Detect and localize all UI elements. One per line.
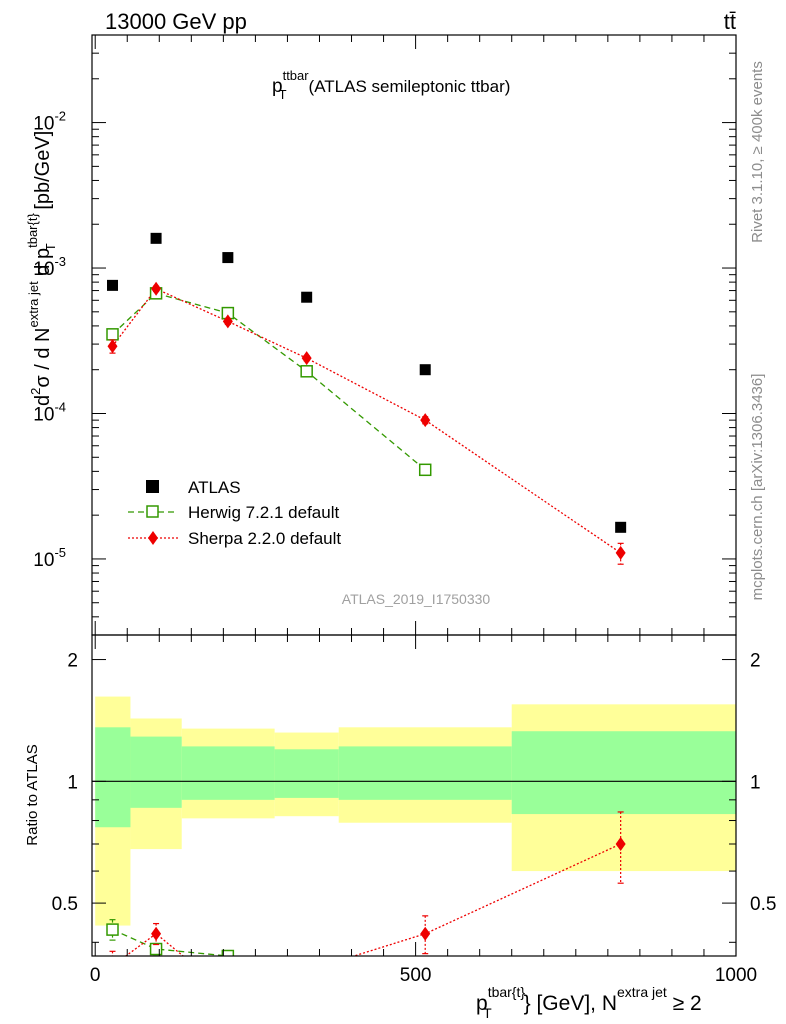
uncertainty-band-inner (274, 749, 339, 798)
ratio-herwig-point (149, 942, 163, 956)
ratio-y-tick-label-left: 2 (67, 651, 78, 672)
ratio-clipped-layer (92, 696, 736, 1000)
atlas-point (615, 521, 627, 533)
ratio-y-tick-label-left: 0.5 (52, 894, 78, 915)
title-sup: ttbar (283, 68, 310, 83)
legend-atlas-label: ATLAS (188, 478, 241, 497)
ratio-herwig-point (106, 923, 119, 936)
x-axis-label: ptbar{t} T } [GeV], Nextra jet ≥ 2 (476, 984, 702, 1021)
sherpa-point (151, 281, 162, 296)
xlabel-a-sup: tbar{t} (488, 984, 526, 1000)
uncertainty-band-inner (181, 746, 275, 800)
x-tick-label: 500 (400, 965, 432, 986)
xlabel-c: ≥ 2 (667, 992, 702, 1015)
ylabel-b-sup: extra jet (26, 281, 41, 328)
title-sub: T (279, 87, 287, 102)
herwig-point (300, 365, 313, 378)
atlas-point (301, 291, 313, 303)
ratio-sherpa-line (124, 843, 621, 956)
ratio-y-label: Ratio to ATLAS (24, 744, 41, 845)
ylabel-c-sub: T (43, 243, 58, 251)
rivet-label: Rivet 3.1.10, ≥ 400k events (749, 61, 766, 243)
ratio-y-ticks: 0.5 0.5 1 1 2 2 (52, 651, 776, 943)
ylabel-b: σ / d N (32, 328, 54, 388)
ratio-y-tick-label-right: 2 (750, 651, 761, 672)
legend: ATLAS Herwig 7.2.1 default Sherpa 2.2.0 … (128, 478, 341, 548)
ratio-y-tick-label-left: 1 (67, 772, 78, 793)
xlabel-a: p (476, 992, 488, 1015)
ratio-panel: 0.5 0.5 1 1 2 2 0 500 1000 Ratio to ATLAS ptbar… (24, 634, 776, 1021)
sherpa-point (420, 413, 431, 428)
x-tick-label: 0 (90, 965, 101, 986)
atlas-point (419, 364, 431, 376)
ratio-x-ticks: 0 500 1000 (90, 635, 757, 986)
uncertainty-band-inner (511, 731, 736, 815)
ratio-y-tick-label-right: 0.5 (750, 894, 776, 915)
legend-sherpa-label: Sherpa 2.2.0 default (188, 529, 341, 548)
ylabel-c-sup: tbar{t} (25, 213, 40, 248)
mcplots-label: mcplots.cern.ch [arXiv:1306.3436] (749, 374, 766, 601)
ylabel-d: [pb/GeV] (32, 131, 54, 216)
xlabel-b-sup: extra jet (617, 984, 667, 1000)
ratio-herwig-line (112, 929, 230, 956)
herwig-point (418, 463, 432, 477)
ratio-herwig-point (221, 949, 235, 956)
sherpa-point (222, 314, 233, 329)
legend-herwig-marker (146, 505, 159, 518)
main-data-layer (106, 232, 627, 565)
uncertainty-band-inner (338, 746, 512, 800)
main-y-tick-label: 10-2 (33, 109, 66, 135)
ratio-sherpa-point (151, 926, 162, 941)
header-left: 13000 GeV pp (105, 9, 247, 34)
ratio-sherpa-point (223, 986, 233, 1000)
herwig-line (112, 292, 426, 471)
sherpa-line (111, 287, 622, 554)
main-panel: 10-5 10-4 10-3 10-2 pttbar T (ATLAS semilepto… (25, 34, 737, 636)
chart-title: pttbar T (ATLAS semileptonic ttbar) (272, 68, 510, 102)
atlas-point (107, 279, 119, 291)
main-y-tick-label: 10-4 (33, 399, 66, 425)
legend-herwig-label: Herwig 7.2.1 default (188, 503, 339, 522)
analysis-watermark: ATLAS_2019_I1750330 (342, 591, 491, 607)
legend-atlas-marker (146, 480, 159, 493)
atlas-point (150, 232, 162, 244)
main-x-ticks (94, 35, 737, 635)
herwig-point (106, 328, 119, 341)
ratio-herwig-point (301, 982, 312, 993)
legend-sherpa-marker (148, 531, 158, 545)
main-y-ticks: 10-5 10-4 10-3 10-2 (33, 34, 736, 636)
ratio-sherpa-point (108, 959, 118, 973)
ratio-frame (91, 634, 737, 957)
ratio-sherpa-point (615, 836, 626, 851)
atlas-point (222, 252, 234, 264)
ylabel-a-sup: 2 (28, 388, 43, 395)
ratio-sherpa-point (302, 964, 312, 978)
title-rest: (ATLAS semileptonic ttbar) (309, 77, 511, 96)
title-main: p (272, 76, 283, 97)
ratio-y-tick-label-right: 1 (750, 772, 761, 793)
sherpa-point (107, 339, 118, 354)
header-right: tt̄ (724, 9, 736, 34)
ylabel-c: d p (32, 248, 54, 281)
uncertainty-band-inner (130, 736, 182, 808)
xlabel-a-sub: T (483, 1005, 492, 1021)
ylabel-a: d (32, 395, 54, 406)
sherpa-point (615, 545, 626, 560)
main-y-tick-label: 10-3 (33, 254, 66, 280)
sherpa-point (301, 351, 312, 366)
ratio-data-layer (92, 696, 736, 1000)
main-y-tick-label: 10-5 (33, 545, 66, 571)
x-tick-label: 1000 (715, 965, 757, 986)
ratio-sherpa-point (420, 926, 431, 941)
main-y-label: d2σ / d Nextra jet d ptbar{t} T [pb/GeV] (25, 131, 58, 406)
uncertainty-band-inner (95, 727, 131, 828)
xlabel-b: } [GeV], N (524, 992, 617, 1015)
